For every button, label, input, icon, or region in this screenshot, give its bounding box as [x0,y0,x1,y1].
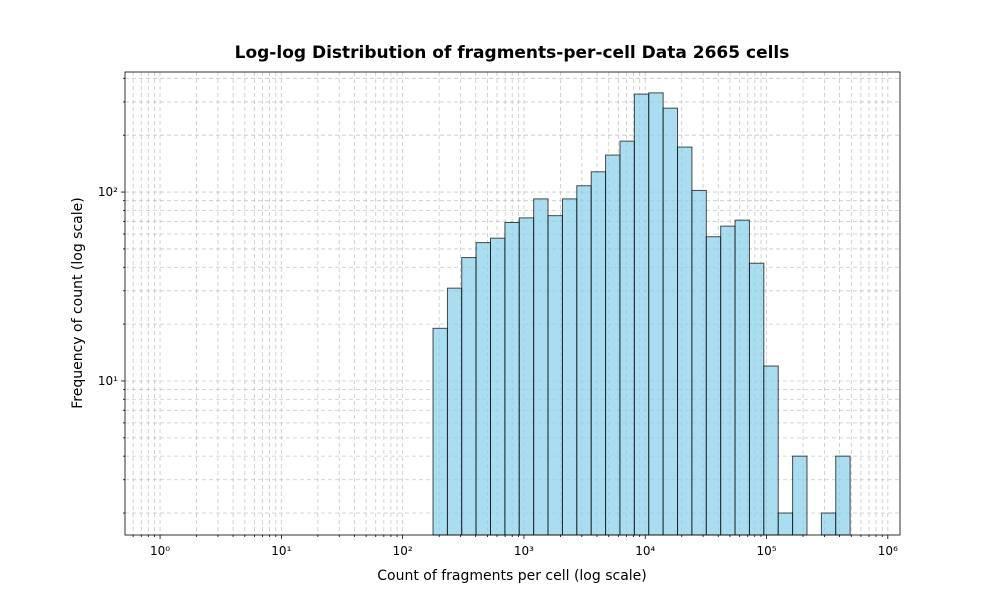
bar [734,219,750,536]
bar [446,287,463,536]
bar [763,365,779,536]
bar [705,236,722,536]
bar [677,146,693,536]
bar [691,189,707,536]
x-tick-label: 10⁴ [635,544,655,558]
x-tick-label: 10² [393,544,413,558]
y-tick-label: 10¹ [98,374,118,388]
bar [489,237,506,536]
bar [461,257,477,536]
x-tick-label: 10⁰ [150,544,170,558]
bar [792,455,808,536]
bar [648,92,664,536]
bar [533,198,549,536]
bar [633,93,650,536]
bar [748,262,765,536]
bar [518,217,535,536]
x-tick-label: 10¹ [271,544,291,558]
bar [475,242,491,536]
x-axis-label: Count of fragments per cell (log scale) [377,568,647,584]
bar [432,327,448,536]
bar [820,512,837,536]
bar [561,198,578,536]
bar [547,215,563,536]
bar [720,225,736,536]
bar [576,185,592,536]
bar [590,171,607,536]
plot-frame [124,71,901,536]
bar [504,221,520,536]
bar [777,512,794,536]
y-axis-label: Frequency of count (log scale) [70,197,86,408]
x-tick-label: 10⁵ [756,544,776,558]
bar [662,107,679,536]
bar [619,140,635,536]
y-tick-label: 10² [98,185,118,199]
bar [605,154,621,536]
x-tick-label: 10⁶ [878,544,898,558]
bar [835,455,851,536]
chart-title: Log-log Distribution of fragments-per-ce… [235,43,790,63]
x-tick-label: 10³ [514,544,534,558]
